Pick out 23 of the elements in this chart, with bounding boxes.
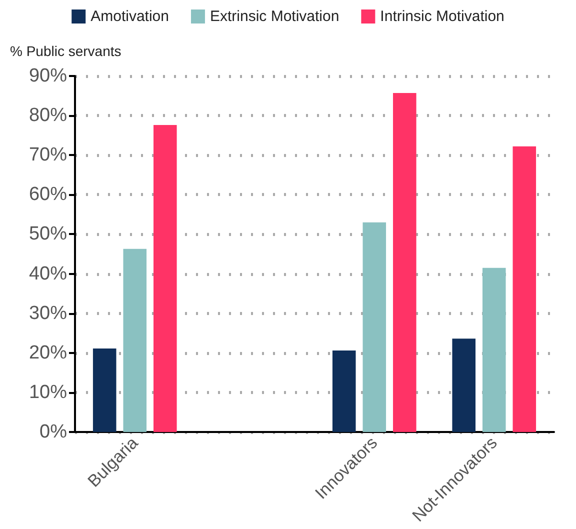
bar [452, 338, 476, 432]
bar [332, 350, 356, 432]
y-tick-label: 40% [28, 263, 68, 284]
y-tick-label: 50% [28, 224, 68, 245]
legend-label: Extrinsic Motivation [210, 8, 340, 25]
bar [512, 146, 536, 432]
y-tick-label: 10% [28, 382, 68, 403]
legend-label: Intrinsic Motivation [380, 8, 504, 25]
bar [154, 125, 177, 432]
legend-label: Amotivation [90, 8, 169, 25]
y-tick-label: 20% [28, 342, 68, 364]
bar [92, 348, 116, 432]
y-axis-title: % Public servants [10, 43, 122, 59]
y-tick-label: 70% [28, 144, 68, 166]
bar [393, 93, 416, 432]
y-tick-label: 0% [40, 422, 68, 442]
bar [123, 248, 147, 432]
y-tick-label: 30% [28, 302, 68, 324]
y-tick-label: 80% [28, 105, 68, 126]
y-tick-label: 90% [28, 66, 68, 86]
bar [362, 222, 386, 432]
bar [482, 268, 506, 432]
y-tick-label: 60% [28, 184, 68, 206]
